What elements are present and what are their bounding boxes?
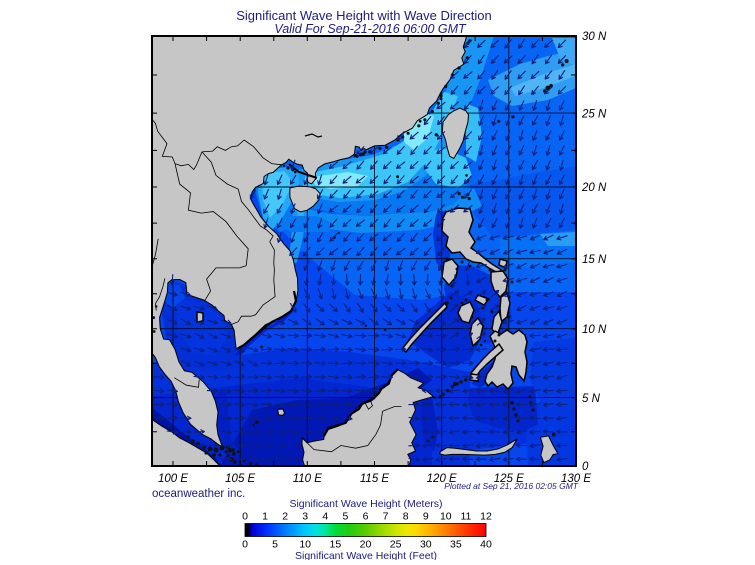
- svg-text:15: 15: [330, 539, 342, 551]
- svg-text:9: 9: [423, 511, 429, 523]
- svg-text:105 E: 105 E: [225, 473, 255, 485]
- svg-text:115 E: 115 E: [360, 473, 390, 485]
- svg-text:8: 8: [403, 511, 409, 523]
- svg-text:0: 0: [582, 461, 589, 473]
- svg-text:125 E: 125 E: [494, 473, 524, 485]
- svg-text:10: 10: [440, 511, 452, 523]
- svg-text:Significant Wave Height (Feet): Significant Wave Height (Feet): [295, 550, 437, 560]
- svg-text:10: 10: [299, 539, 311, 551]
- svg-text:12: 12: [480, 511, 492, 523]
- svg-text:25: 25: [390, 539, 402, 551]
- svg-text:0: 0: [242, 539, 248, 551]
- svg-text:5 N: 5 N: [582, 393, 601, 405]
- svg-text:120 E: 120 E: [427, 473, 457, 485]
- svg-text:110 E: 110 E: [293, 473, 323, 485]
- svg-text:10 N: 10 N: [582, 324, 607, 336]
- svg-text:4: 4: [322, 511, 328, 523]
- svg-text:3: 3: [302, 511, 308, 523]
- svg-text:130 E: 130 E: [561, 473, 591, 485]
- svg-text:30: 30: [420, 539, 432, 551]
- svg-text:11: 11: [460, 511, 471, 523]
- svg-text:30 N: 30 N: [582, 31, 607, 43]
- svg-text:1: 1: [262, 511, 268, 523]
- svg-text:Plotted at Sep 21, 2016 02:05: Plotted at Sep 21, 2016 02:05 GMT: [444, 481, 579, 491]
- svg-text:100 E: 100 E: [158, 473, 188, 485]
- svg-text:25 N: 25 N: [581, 108, 607, 120]
- svg-text:6: 6: [363, 511, 369, 523]
- svg-text:2: 2: [282, 511, 288, 523]
- svg-text:20 N: 20 N: [581, 182, 607, 194]
- svg-text:20: 20: [360, 539, 372, 551]
- svg-text:5: 5: [272, 539, 278, 551]
- svg-text:35: 35: [450, 539, 462, 551]
- svg-text:7: 7: [383, 511, 389, 523]
- svg-text:oceanweather inc.: oceanweather inc.: [152, 488, 245, 500]
- svg-text:0: 0: [242, 511, 248, 523]
- svg-text:15 N: 15 N: [582, 254, 607, 266]
- svg-text:Significant Wave Height with W: Significant Wave Height with Wave Direct…: [236, 8, 492, 23]
- svg-text:40: 40: [480, 539, 492, 551]
- svg-text:Significant Wave Height (Meter: Significant Wave Height (Meters): [289, 498, 442, 510]
- svg-text:Valid For Sep-21-2016 06:00 GM: Valid For Sep-21-2016 06:00 GMT: [274, 22, 467, 36]
- svg-text:5: 5: [342, 511, 348, 523]
